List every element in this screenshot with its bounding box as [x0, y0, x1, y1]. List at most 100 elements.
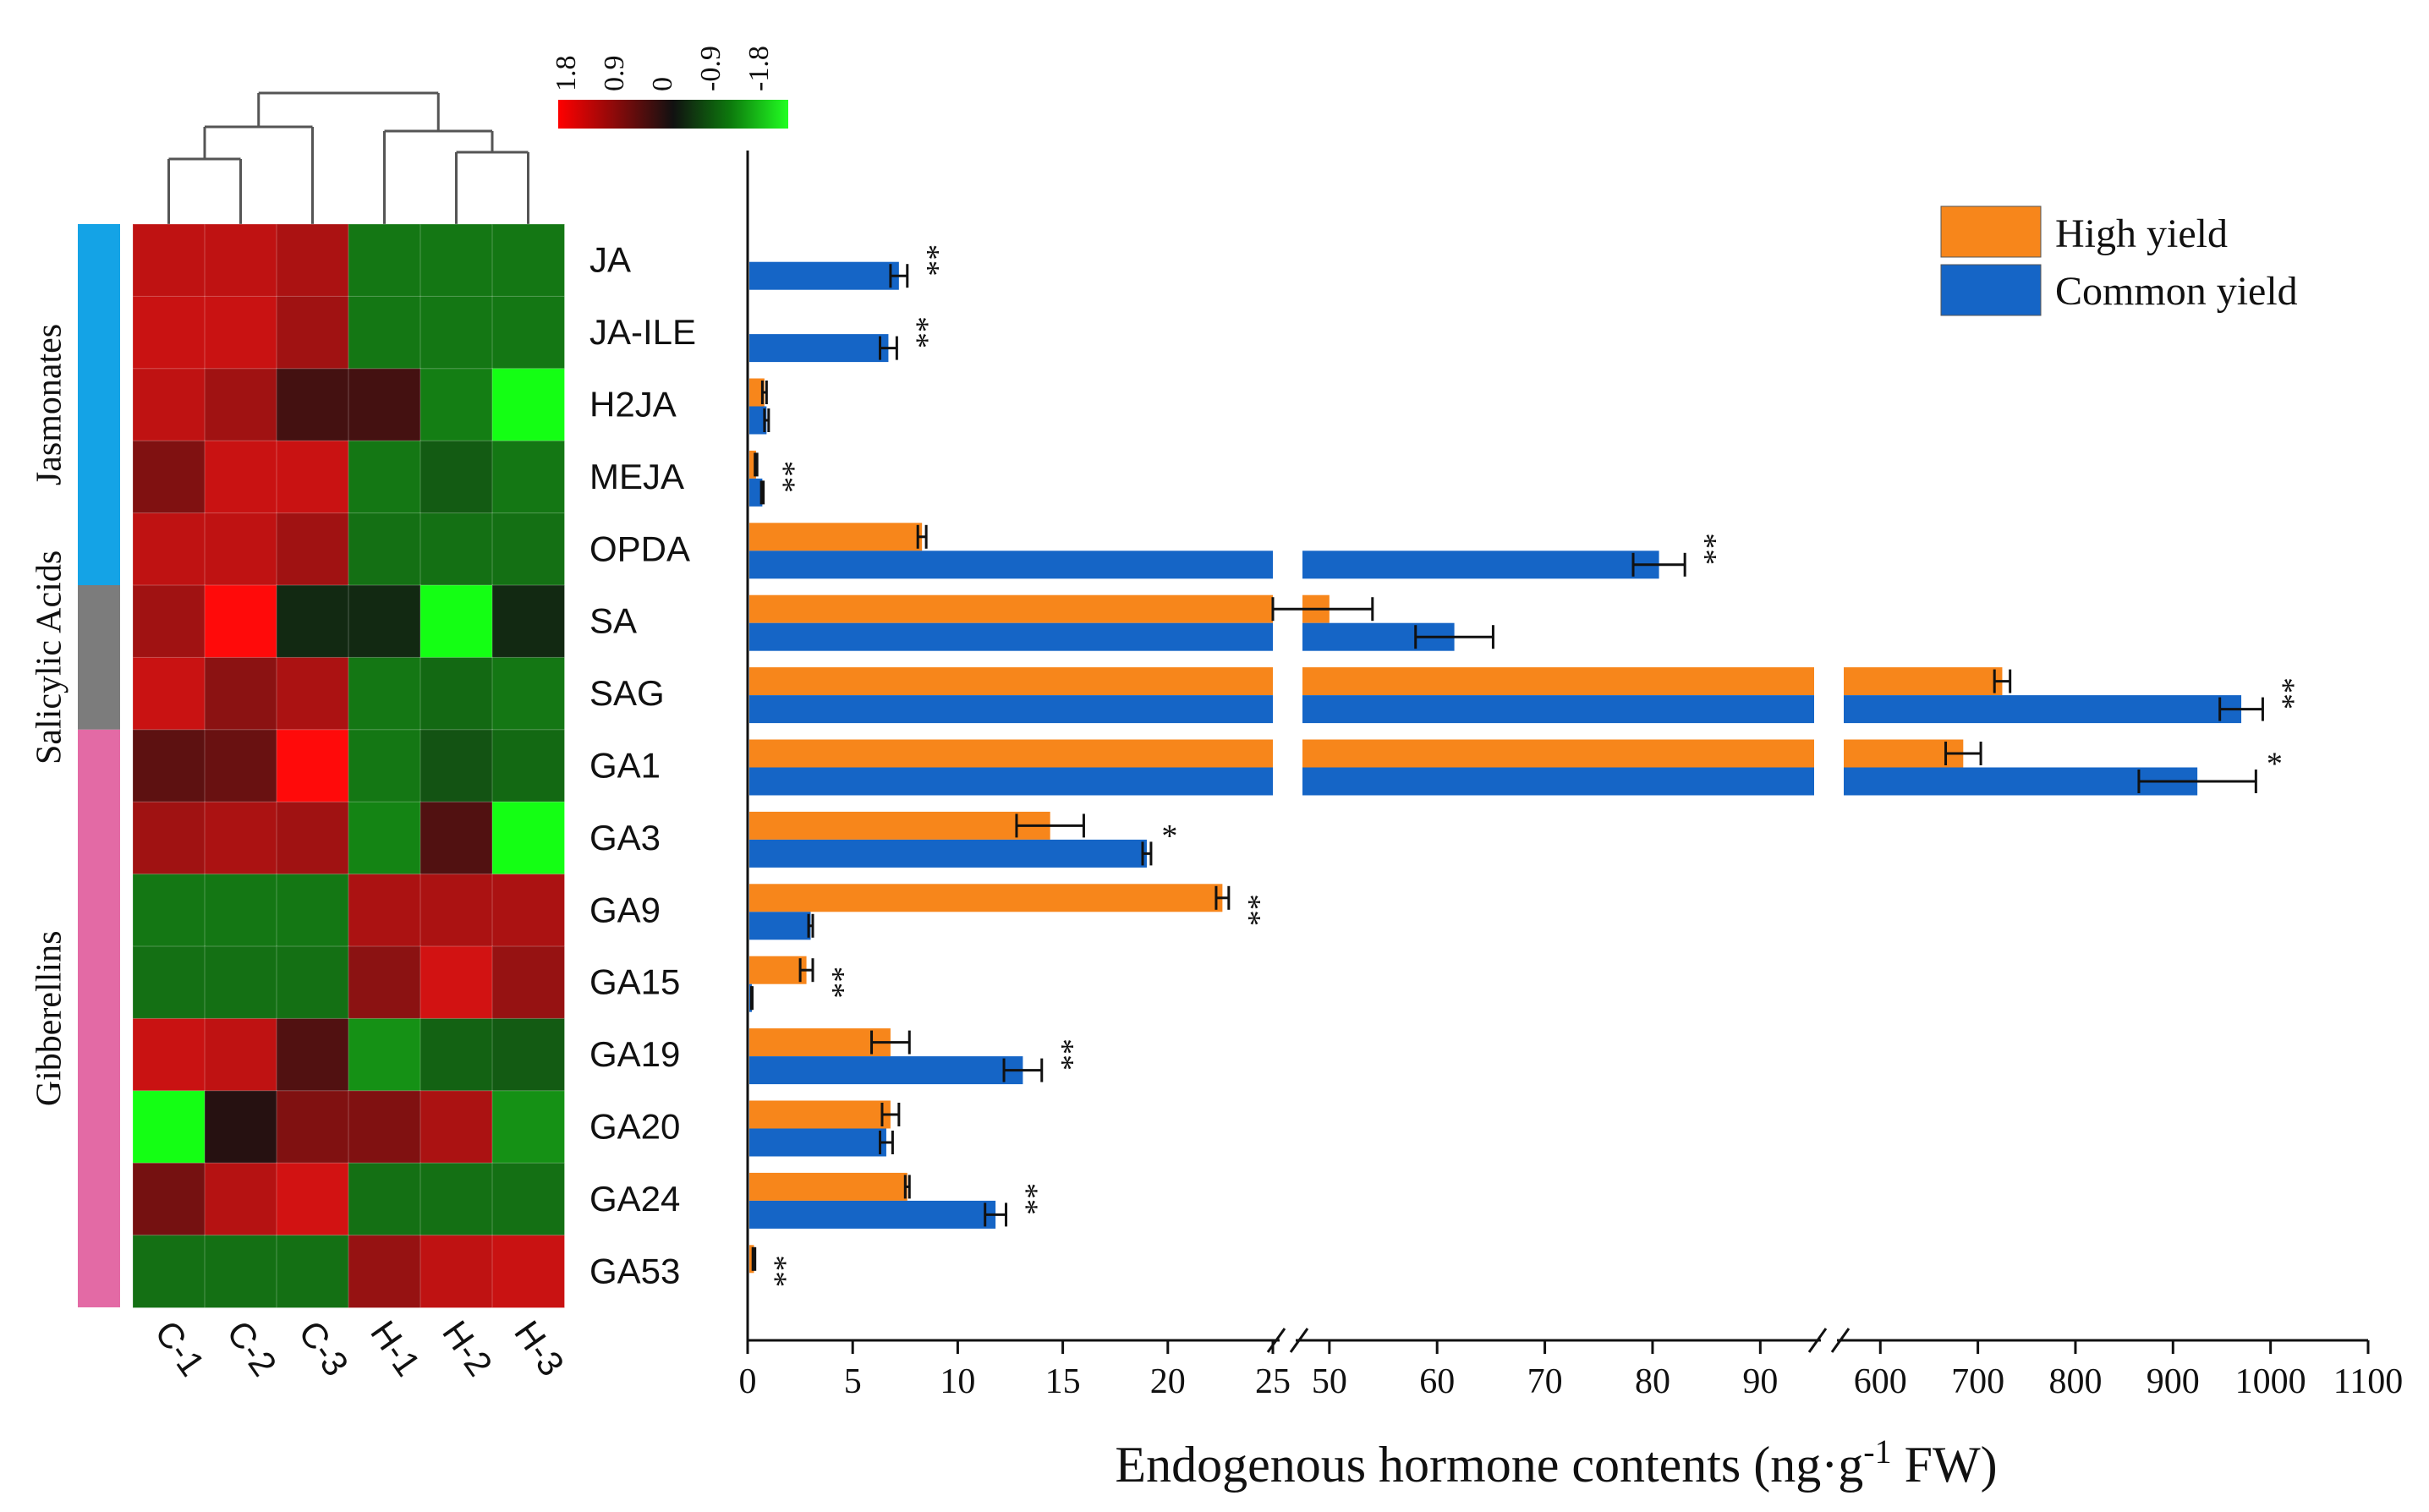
x-tick-label: 90	[1742, 1362, 1778, 1401]
heatmap-cell	[204, 368, 277, 442]
x-axis-title-main: Endogenous hormone contents (ng·g	[1115, 1437, 1863, 1493]
heatmap-cell	[491, 801, 565, 875]
x-tick-label: 800	[2048, 1362, 2102, 1401]
bar-common-yield	[1302, 551, 1659, 579]
heatmap-cell	[419, 512, 493, 586]
heatmap-cell	[491, 1090, 565, 1164]
significance-label: *	[2267, 747, 2283, 782]
heatmap-cell	[132, 1235, 206, 1308]
significance-label: **	[1231, 894, 1267, 926]
heatmap-cell	[204, 440, 277, 514]
bar-common-yield	[749, 1200, 996, 1229]
heatmap-cell	[276, 295, 349, 370]
bar-common-yield	[749, 551, 1273, 579]
heatmap-cell	[348, 656, 421, 731]
heatmap-cell	[132, 874, 206, 947]
bar-high-yield	[749, 1100, 891, 1129]
heatmap-cell	[276, 729, 349, 803]
row-label: H2JA	[589, 385, 677, 425]
x-tick-label: 600	[1854, 1362, 1907, 1401]
bar-high-yield	[1844, 739, 1964, 768]
heatmap-cell	[204, 1235, 277, 1308]
heatmap-cell	[491, 1162, 565, 1236]
row-label: JA-ILE	[589, 312, 696, 352]
heatmap-cell	[276, 1017, 349, 1092]
heatmap-cell	[132, 1162, 206, 1236]
heatmap-cell	[348, 945, 421, 1020]
axis-break-mark	[1830, 1328, 1851, 1353]
x-tick-label: 25	[1255, 1362, 1291, 1401]
significance-label: **	[910, 244, 946, 277]
row-group-label: Salicylic Acids	[30, 551, 69, 764]
bar-common-yield	[749, 478, 763, 507]
heatmap-cell	[491, 945, 565, 1020]
heatmap-cell	[348, 368, 421, 442]
row-labels: JA JA-ILE H2JA MEJA OPDA SA SAG GA1 GA3 GA9 GA15 GA…	[589, 240, 696, 1291]
row-label: GA20	[589, 1107, 680, 1147]
significance-label: **	[1687, 533, 1723, 565]
heatmap-cell	[348, 1235, 421, 1308]
row-label: SAG	[589, 673, 665, 713]
legend-label-high-yield: High yield	[2055, 211, 2228, 256]
bar-high-yield	[1302, 667, 1814, 696]
row-group-bar	[78, 729, 120, 1307]
x-axis-title-tail: FW)	[1892, 1437, 1998, 1493]
heatmap-cell	[204, 1162, 277, 1236]
bar-high-yield	[749, 739, 1273, 768]
heatmap-cell	[491, 295, 565, 370]
axis-break-mark	[1266, 1328, 1286, 1353]
x-tick-label: 60	[1419, 1362, 1455, 1401]
heatmap-cell	[204, 656, 277, 731]
bar-common-yield	[749, 695, 1273, 724]
heatmap-cell	[132, 440, 206, 514]
heatmap-cell	[276, 874, 349, 947]
row-label: GA19	[589, 1034, 680, 1074]
significance-label: **	[2265, 677, 2300, 709]
bar-high-yield	[749, 450, 756, 479]
row-group-label: Gibberellins	[30, 931, 69, 1107]
heatmap-cell	[276, 440, 349, 514]
heatmap-cell	[419, 1090, 493, 1164]
bar-common-yield	[749, 261, 899, 290]
heatmap-cell	[276, 223, 349, 298]
heatmap-cell	[348, 729, 421, 803]
heatmap-cell	[204, 729, 277, 803]
row-label: OPDA	[589, 529, 690, 568]
heatmap-cell	[276, 368, 349, 442]
bar-high-yield	[749, 956, 807, 984]
column-label: H-3	[507, 1313, 572, 1383]
column-label: H-2	[435, 1313, 500, 1383]
column-label: C-2	[219, 1313, 284, 1383]
heatmap-cell	[348, 295, 421, 370]
colorbar-tick-label: -1.8	[743, 46, 775, 91]
heatmap-cell	[204, 1090, 277, 1164]
column-label: C-1	[147, 1313, 212, 1383]
heatmap-cell	[132, 945, 206, 1020]
row-label: GA3	[589, 818, 661, 857]
bar-common-yield	[749, 839, 1147, 868]
x-tick-label: 15	[1045, 1362, 1081, 1401]
row-label: GA24	[589, 1179, 680, 1219]
heatmap-cell	[132, 368, 206, 442]
bar-high-yield	[749, 523, 923, 551]
heatmap-cell	[419, 1162, 493, 1236]
bar-high-yield	[749, 378, 765, 407]
heatmap-cell	[204, 584, 277, 659]
heatmap-cell	[276, 945, 349, 1020]
significance-label: **	[815, 967, 851, 999]
significance-label: **	[1009, 1183, 1045, 1215]
row-label: GA15	[589, 962, 680, 1002]
heatmap-cell	[276, 1235, 349, 1308]
heatmap-cell	[419, 295, 493, 370]
heatmap-cell	[348, 874, 421, 947]
significance-label: *	[1161, 819, 1177, 854]
heatmap-cell	[491, 584, 565, 659]
heatmap-cell	[348, 223, 421, 298]
row-group-bar	[78, 224, 120, 585]
heatmap-cell	[419, 440, 493, 514]
bar-common-yield	[749, 1056, 1023, 1085]
row-group-label: Jasmonates	[30, 324, 69, 485]
heatmap-cell	[348, 440, 421, 514]
heatmap-cell	[491, 729, 565, 803]
heatmap-cell	[276, 801, 349, 875]
